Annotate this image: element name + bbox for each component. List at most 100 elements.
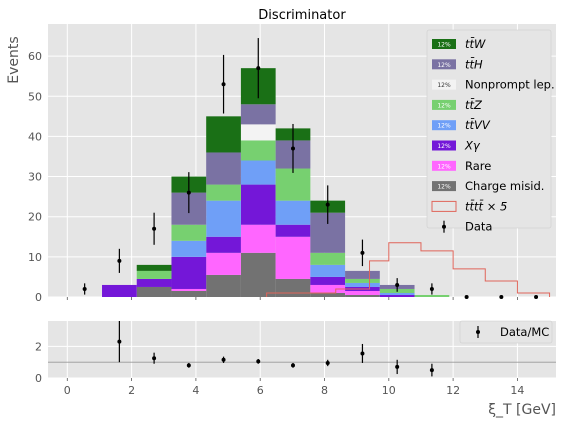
ratio-x-tick-label: 8: [321, 384, 328, 397]
ratio-legend-label: Data/MC: [500, 325, 549, 339]
ratio-point: [290, 363, 295, 368]
ratio-x-tick-label: 0: [64, 384, 71, 397]
bar-segment: [240, 252, 276, 297]
ratio-x-tick-label: 2: [128, 384, 135, 397]
bar-segment: [171, 288, 207, 291]
bar-segment: [240, 124, 276, 141]
bar-segment: [345, 294, 380, 297]
ratio-points: [117, 321, 434, 377]
bar-segment: [310, 292, 346, 297]
main-y-tick-label: 20: [28, 211, 42, 224]
legend-label: tt̄H: [465, 57, 483, 71]
ratio-y-tick-label: 2: [35, 340, 42, 353]
bar-segment: [136, 286, 172, 297]
ratio-x-tick-label: 4: [192, 384, 199, 397]
main-x-tick-marks: [66, 297, 518, 300]
bar-segment: [275, 168, 311, 201]
chart-title: Discriminator: [258, 8, 346, 23]
legend-label: Rare: [465, 159, 491, 173]
tttt-outline-histogram: [266, 242, 551, 297]
ratio-legend-box: [459, 320, 553, 344]
ratio-x-tick-labels: 0 2 4 6 8 10 12 14: [64, 378, 524, 397]
legend-swatch: [432, 79, 456, 90]
bar-segment: [345, 282, 380, 287]
ratio-legend-marker: [476, 330, 480, 334]
bar-segment: [206, 200, 241, 237]
legend-swatch: [432, 120, 456, 131]
bar-segment: [310, 252, 346, 265]
bar-segment: [206, 116, 241, 153]
bar-segment: [379, 292, 415, 295]
bar-segment: [206, 252, 241, 275]
tttt-step-line: [266, 242, 551, 297]
bar-segment: [102, 284, 137, 297]
legend: 12% tt̄W 12% tt̄H 12% Nonprompt lep. 12% tt̄Z 12…: [426, 29, 555, 234]
main-y-tick-label: 60: [28, 50, 42, 63]
bar-segment: [206, 184, 241, 201]
bar-segment: [240, 140, 276, 161]
data-point: [534, 295, 539, 299]
data-point: [464, 295, 469, 299]
ratio-y-tick-label: 0: [35, 372, 42, 385]
bar-segment: [240, 160, 276, 185]
data-point: [429, 286, 434, 291]
bar-segment: [275, 200, 311, 225]
bar-segment: [414, 294, 450, 297]
legend-swatch-badge: 12%: [437, 184, 451, 191]
bar-segment: [136, 264, 172, 271]
data-point: [290, 146, 295, 151]
legend-swatch-badge: 12%: [437, 62, 451, 69]
data-point: [499, 295, 504, 299]
ratio-point: [152, 356, 157, 361]
legend-swatch-badge: 12%: [437, 42, 451, 49]
main-panel: 0 10 20 30 40 50 60 Discriminator Events 12% tt…: [6, 8, 556, 304]
bar-segment: [136, 278, 172, 287]
bar-segment: [136, 270, 172, 279]
legend-swatch-badge: 12%: [437, 163, 451, 170]
bar-segment: [171, 256, 207, 289]
data-point: [152, 226, 157, 231]
bar-segment: [345, 290, 380, 295]
legend-swatch-tttt: [431, 200, 457, 212]
main-y-tick-label: 30: [28, 171, 42, 184]
legend-swatch: [432, 39, 456, 49]
ratio-x-tick-label: 6: [257, 384, 264, 397]
legend-label: Charge misid.: [465, 179, 544, 193]
ratio-point: [325, 360, 330, 365]
data-point: [395, 282, 400, 287]
bar-segment: [206, 152, 241, 185]
main-y-tick-label: 50: [28, 90, 42, 103]
bar-segment: [206, 236, 241, 253]
ratio-gridlines: [48, 321, 556, 379]
legend-data-marker: [442, 224, 446, 229]
bar-segment: [345, 270, 380, 279]
legend-swatch: [432, 181, 456, 192]
ratio-point: [186, 363, 191, 368]
bar-segment: [275, 236, 311, 279]
bar-segment: [275, 224, 311, 237]
legend-swatch: [432, 140, 456, 151]
main-y-tick-label: 40: [28, 130, 42, 143]
main-y-tick-label: 10: [28, 251, 42, 264]
legend-swatch: [432, 160, 456, 171]
ratio-point: [117, 339, 122, 344]
ratio-point: [429, 368, 434, 373]
bar-segment: [379, 294, 415, 297]
legend-swatch: [432, 99, 456, 110]
legend-label: tt̄W: [465, 37, 486, 51]
bar-segment: [240, 224, 276, 253]
bar-segment: [206, 274, 241, 297]
ratio-x-tick-label: 12: [446, 384, 460, 397]
bar-segment: [171, 290, 207, 297]
legend-label: tt̄tt̄ × 5: [465, 199, 507, 213]
legend-swatch-badge: 12%: [437, 82, 451, 89]
legend-label: tt̄Z: [465, 98, 483, 112]
legend-label: Data: [465, 220, 492, 234]
legend-label: Nonprompt lep.: [465, 78, 555, 92]
data-point: [82, 286, 87, 291]
legend-swatch: [432, 59, 456, 70]
data-point: [360, 250, 365, 255]
ratio-point: [221, 357, 226, 362]
y-axis-label: Events: [6, 36, 22, 83]
